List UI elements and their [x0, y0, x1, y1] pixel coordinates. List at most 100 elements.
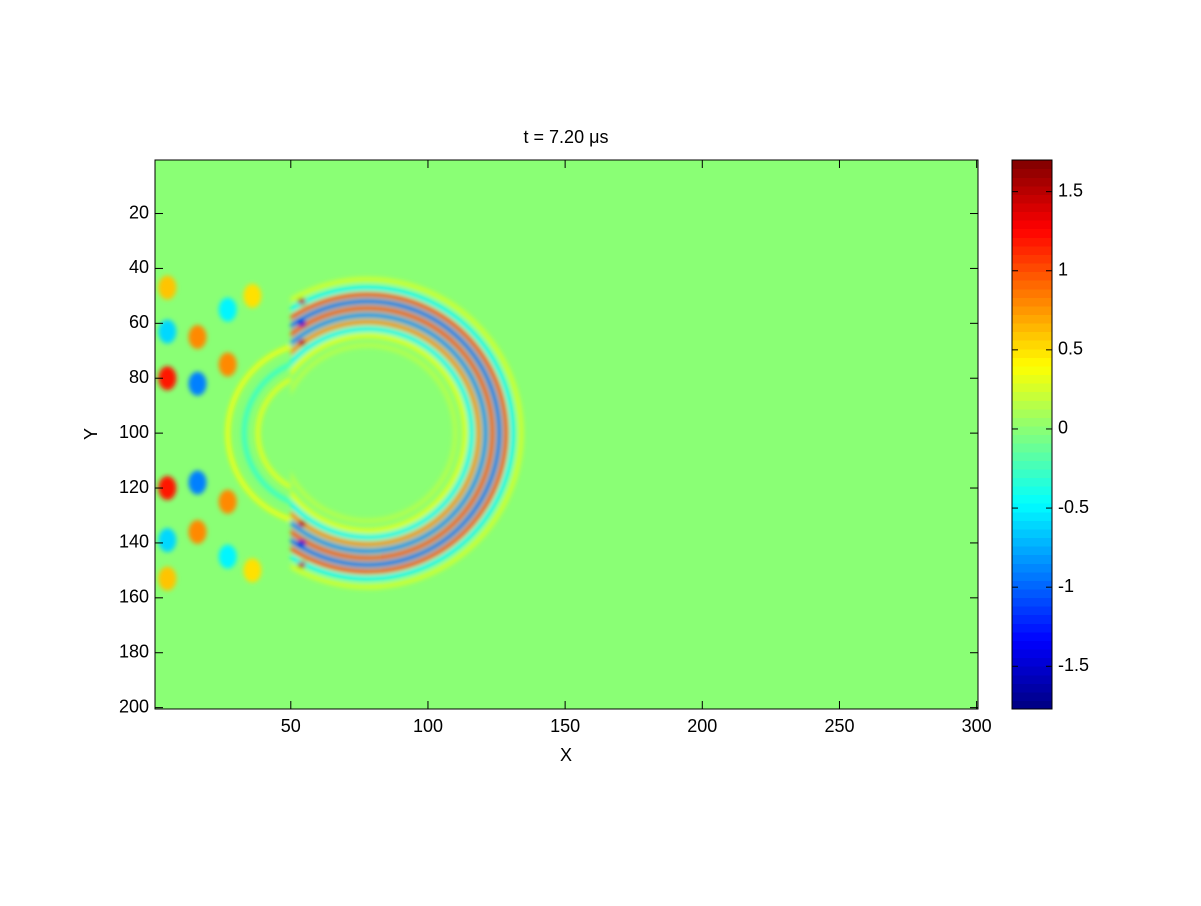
colorbar-step	[1012, 451, 1052, 461]
colorbar-step	[1012, 305, 1052, 316]
wave-blob	[158, 275, 177, 300]
colorbar-step	[1012, 588, 1052, 599]
colorbar-tick-label: 1	[1058, 259, 1068, 279]
y-tick-label: 180	[119, 641, 149, 661]
colorbar-step	[1012, 640, 1052, 650]
x-axis-label: X	[560, 745, 572, 765]
wave-blob	[297, 561, 306, 568]
colorbar-step	[1012, 563, 1052, 573]
y-tick-label: 100	[119, 422, 149, 442]
colorbar-step	[1012, 220, 1052, 230]
field	[155, 160, 978, 709]
wave-ring	[225, 344, 291, 522]
wave-blob	[297, 520, 306, 527]
colorbar-step	[1012, 177, 1052, 187]
colorbar-step	[1012, 520, 1052, 530]
colorbar-step	[1012, 494, 1052, 504]
wave-ring	[290, 326, 475, 540]
x-tick-label: 50	[281, 716, 301, 736]
colorbar-step	[1012, 254, 1052, 264]
y-tick-label: 160	[119, 587, 149, 607]
colorbar-step	[1012, 700, 1052, 710]
colorbar-step	[1012, 340, 1052, 350]
colorbar-step	[1012, 288, 1052, 298]
colorbar-step	[1012, 245, 1052, 255]
colorbar-tick-label: -1	[1058, 576, 1074, 596]
wave-ring	[290, 292, 509, 574]
wave-blob	[158, 566, 177, 591]
colorbar-step	[1012, 374, 1052, 384]
wave-blob	[243, 283, 262, 308]
colorbar-step	[1012, 314, 1052, 324]
colorbar-step	[1012, 546, 1052, 556]
colorbar-step	[1012, 537, 1052, 547]
colorbar-step	[1012, 485, 1052, 496]
colorbar-tick-label: -1.5	[1058, 655, 1089, 675]
colorbar-step	[1012, 322, 1052, 333]
colorbar-step	[1012, 443, 1052, 453]
colorbar-step	[1012, 228, 1052, 238]
colorbar-step	[1012, 674, 1052, 684]
wave-ring	[290, 277, 524, 590]
x-tick-label: 300	[962, 716, 992, 736]
colorbar-step	[1012, 383, 1052, 393]
colorbar-step	[1012, 597, 1052, 607]
colorbar-step	[1012, 657, 1052, 667]
y-tick-label: 120	[119, 477, 149, 497]
x-tick-label: 250	[824, 716, 854, 736]
wave-blob	[243, 558, 262, 583]
y-tick-label: 200	[119, 696, 149, 716]
colorbar-step	[1012, 202, 1052, 213]
colorbar-step	[1012, 631, 1052, 641]
colorbar-step	[1012, 503, 1052, 513]
wave-ring	[290, 312, 488, 554]
colorbar-step	[1012, 691, 1052, 702]
colorbar-step	[1012, 211, 1052, 221]
colorbar-step	[1012, 554, 1052, 564]
plot-frame	[154, 159, 979, 710]
wave-blob	[297, 320, 306, 327]
wave-blob	[188, 470, 207, 495]
wave-ring	[255, 376, 291, 490]
colorbar-step	[1012, 648, 1052, 659]
colorbar-step	[1012, 460, 1052, 470]
colorbar-step	[1012, 528, 1052, 539]
colorbar-step	[1012, 606, 1052, 616]
colorbar-tick-label: 1.5	[1058, 180, 1083, 200]
colorbar-step	[1012, 400, 1052, 410]
colorbar-step	[1012, 348, 1052, 358]
colorbar-step	[1012, 185, 1052, 195]
colorbar-step	[1012, 580, 1052, 590]
wave-blob	[158, 528, 177, 553]
wave-blob	[158, 366, 177, 391]
wave-blob	[218, 352, 237, 377]
x-tick-label: 100	[413, 716, 443, 736]
wave-ring	[290, 299, 502, 568]
y-tick-label: 80	[129, 367, 149, 387]
wave-blob	[188, 519, 207, 544]
wave-ring	[290, 285, 516, 581]
colorbar-step	[1012, 623, 1052, 633]
colorbar-tick-label: -0.5	[1058, 497, 1089, 517]
colorbar-step	[1012, 683, 1052, 693]
colorbar-step	[1012, 194, 1052, 204]
field-layer	[158, 275, 524, 591]
colorbar-step	[1012, 297, 1052, 307]
colorbar-step	[1012, 357, 1052, 367]
y-tick-label: 20	[129, 202, 149, 222]
y-tick-label: 140	[119, 532, 149, 552]
wave-blob	[297, 539, 306, 546]
colorbar-step	[1012, 571, 1052, 581]
colorbar-step	[1012, 237, 1052, 247]
y-axis-label: Y	[81, 428, 101, 440]
colorbar-tick-label: 0	[1058, 418, 1068, 438]
colorbar-step	[1012, 666, 1052, 676]
colorbar-step	[1012, 417, 1052, 427]
colorbar-step	[1012, 160, 1052, 170]
colorbar-step	[1012, 614, 1052, 624]
colorbar-step	[1012, 331, 1052, 341]
colorbar-tick-label: 0.5	[1058, 339, 1083, 359]
wave-blob	[218, 544, 237, 569]
wave-ring	[241, 361, 291, 505]
